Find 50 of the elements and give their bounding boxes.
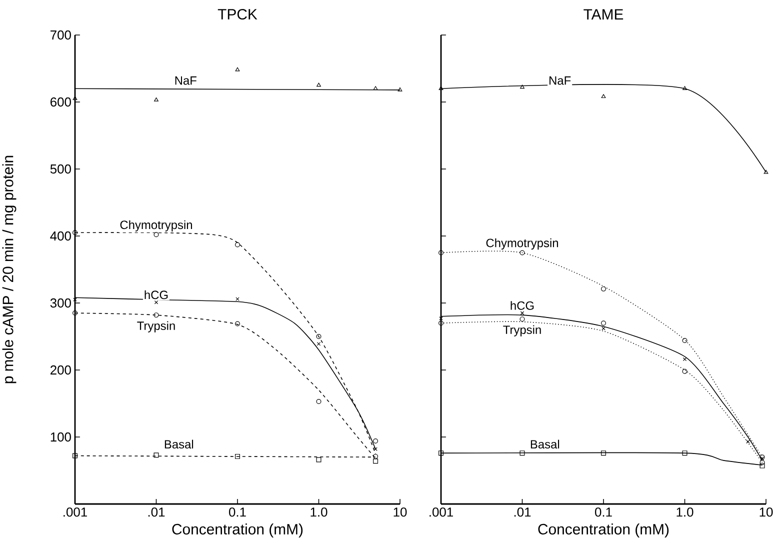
point — [439, 316, 443, 320]
y-tick-label: 200 — [50, 365, 71, 375]
annotation: Trypsin — [137, 321, 175, 332]
annotation: hCG — [144, 290, 168, 300]
annotation: hCG — [510, 301, 534, 310]
annotation: Chymotrypsin — [120, 220, 192, 232]
x-tick-label: .001 — [64, 508, 87, 517]
y-tick-label: 500 — [50, 164, 71, 174]
point — [682, 450, 688, 456]
point — [438, 250, 444, 256]
point — [520, 84, 524, 89]
chart-title: TPCK — [218, 8, 258, 20]
point — [601, 94, 606, 98]
y-tick-label: 300 — [50, 298, 71, 308]
x-tick-label: 10 — [394, 508, 407, 517]
annotation: NaF — [550, 76, 571, 85]
point — [601, 320, 606, 326]
x-tick-label: 0.1 — [228, 508, 246, 517]
point — [682, 338, 688, 344]
x-tick-label: .001 — [430, 508, 453, 517]
y-axis-title: p mole cAMP / 20 min / mg protein — [2, 156, 16, 384]
y-tick-label: 400 — [50, 231, 71, 241]
point — [520, 450, 525, 456]
chart-title: TAME — [584, 9, 624, 20]
annotation: Trypsin — [503, 325, 541, 336]
point — [520, 316, 525, 322]
x-axis-title: Concentration (mM) — [172, 524, 303, 538]
point — [438, 320, 444, 326]
annotation: NaF — [175, 76, 196, 85]
x-tick-label: .01 — [148, 508, 165, 517]
x-tick-label: .01 — [514, 508, 531, 517]
annotation: Chymotrypsin — [486, 238, 558, 250]
y-tick-label: 700 — [50, 30, 71, 40]
point — [602, 326, 606, 330]
x-tick-label: 1.0 — [310, 508, 328, 517]
point — [682, 368, 688, 374]
x-axis-title: Concentration (mM) — [538, 524, 669, 538]
point — [520, 250, 525, 256]
point — [438, 450, 444, 456]
point — [601, 450, 606, 456]
y-tick-label: 100 — [50, 432, 71, 442]
x-tick-label: 0.1 — [595, 508, 612, 517]
annotation: Basal — [530, 440, 560, 449]
x-tick-label: 10 — [760, 508, 773, 517]
annotation: Basal — [164, 440, 194, 449]
point — [682, 86, 687, 90]
point — [520, 311, 524, 315]
y-tick-label: 600 — [50, 97, 71, 107]
x-tick-label: 1.0 — [676, 508, 694, 517]
point — [601, 286, 606, 292]
